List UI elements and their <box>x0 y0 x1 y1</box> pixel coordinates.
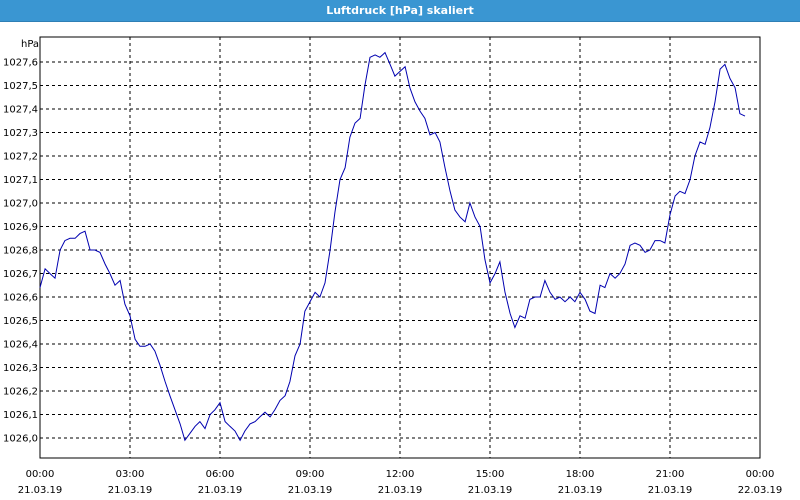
y-tick-label: 1027,3 <box>3 128 38 139</box>
x-tick-date-label: 21.03.19 <box>18 485 63 496</box>
y-axis-ticks: 1026,0 1026,1 1026,2 1026,3 1026,4 1026,5 1026… <box>3 58 38 445</box>
x-tick-date-label: 21.03.19 <box>558 485 603 496</box>
x-tick-time-label: 00:00 <box>746 469 775 480</box>
x-tick-date-label: 21.03.19 <box>288 485 333 496</box>
y-tick-label: 1026,4 <box>3 340 38 351</box>
x-tick-time-label: 09:00 <box>296 469 325 480</box>
x-tick-date-label: 21.03.19 <box>108 485 153 496</box>
grid <box>40 37 760 458</box>
x-tick-time-label: 18:00 <box>566 469 595 480</box>
x-axis-ticks: 00:00 21.03.19 03:00 21.03.19 06:00 21.03.19 0… <box>18 469 783 496</box>
y-tick-label: 1026,7 <box>3 269 38 280</box>
x-tick-time-label: 06:00 <box>206 469 235 480</box>
x-tick-time-label: 15:00 <box>476 469 505 480</box>
y-tick-label: 1027,5 <box>3 81 38 92</box>
y-tick-label: 1027,4 <box>3 105 38 116</box>
x-tick-date-label: 21.03.19 <box>198 485 243 496</box>
x-tick-date-label: 22.03.19 <box>738 485 783 496</box>
y-tick-label: 1027,0 <box>3 199 38 210</box>
y-tick-label: 1026,1 <box>3 410 38 421</box>
y-tick-label: 1026,6 <box>3 293 38 304</box>
pressure-series-line <box>39 51 746 442</box>
y-tick-label: 1026,0 <box>3 434 38 445</box>
window-title: Luftdruck [hPa] skaliert <box>0 0 800 22</box>
x-tick-date-label: 21.03.19 <box>648 485 693 496</box>
x-tick-date-label: 21.03.19 <box>468 485 513 496</box>
x-tick-time-label: 03:00 <box>116 469 145 480</box>
y-tick-label: 1026,5 <box>3 316 38 327</box>
x-tick-time-label: 21:00 <box>656 469 685 480</box>
y-axis-unit-label: hPa <box>21 39 39 50</box>
y-tick-label: 1026,9 <box>3 222 38 233</box>
y-tick-label: 1027,2 <box>3 152 38 163</box>
y-tick-label: 1027,1 <box>3 175 38 186</box>
x-tick-time-label: 12:00 <box>386 469 415 480</box>
y-tick-label: 1026,2 <box>3 387 38 398</box>
y-tick-label: 1026,8 <box>3 246 38 257</box>
y-tick-label: 1027,6 <box>3 58 38 69</box>
x-tick-time-label: 00:00 <box>26 469 55 480</box>
plot-area <box>39 36 761 459</box>
y-tick-label: 1026,3 <box>3 363 38 374</box>
x-tick-date-label: 21.03.19 <box>378 485 423 496</box>
